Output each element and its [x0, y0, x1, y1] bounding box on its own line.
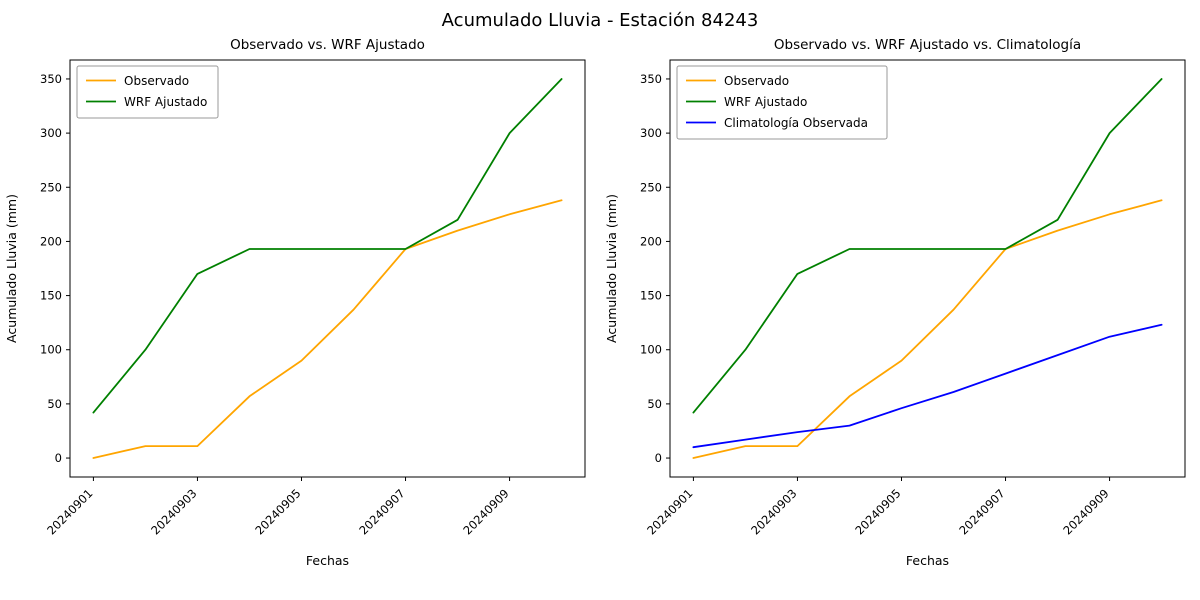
- x-axis-label: Fechas: [906, 553, 949, 568]
- y-tick-label: 100: [640, 343, 662, 357]
- series-line-wrf-ajustado: [92, 78, 563, 414]
- y-tick-label: 50: [647, 397, 662, 411]
- y-tick-label: 200: [640, 234, 662, 248]
- legend-label: Observado: [724, 74, 789, 88]
- chart-observado-vs-wrf-vs-climatologia: Observado vs. WRF Ajustado vs. Climatolo…: [604, 37, 1186, 568]
- x-axis-label: Fechas: [306, 553, 349, 568]
- legend-label: WRF Ajustado: [124, 95, 207, 109]
- legend-label: Observado: [124, 74, 189, 88]
- series-line-observado: [92, 199, 563, 459]
- x-tick-label: 20240905: [852, 486, 903, 537]
- y-tick-label: 300: [640, 126, 662, 140]
- y-tick-label: 350: [40, 72, 62, 86]
- legend: Observado WRF Ajustado Climatología Observ…: [676, 65, 888, 140]
- legend-label: Climatología Observada: [724, 116, 868, 130]
- y-tick-label: 250: [640, 180, 662, 194]
- y-tick-label: 350: [640, 72, 662, 86]
- series-line-observado: [692, 199, 1163, 459]
- series-line-climatología-observada: [692, 323, 1163, 449]
- y-tick-label: 200: [40, 234, 62, 248]
- x-tick-label: 20240905: [252, 486, 303, 537]
- plot-area: [669, 59, 1186, 478]
- y-tick-label: 50: [47, 397, 62, 411]
- y-tick-label: 100: [40, 343, 62, 357]
- legend-box: [676, 65, 888, 140]
- plot-area: [69, 59, 586, 478]
- y-axis-label: Acumulado Lluvia (mm): [604, 194, 619, 343]
- x-tick-label: 20240903: [748, 486, 799, 537]
- y-tick-label: 150: [40, 289, 62, 303]
- y-tick-label: 0: [655, 451, 662, 465]
- x-tick-label: 20240903: [148, 486, 199, 537]
- x-tick-label: 20240909: [460, 486, 511, 537]
- y-tick-label: 250: [40, 180, 62, 194]
- x-tick-label: 20240907: [356, 486, 407, 537]
- chart-observado-vs-wrf: Observado vs. WRF Ajustado 0 50 100 150 200 25…: [4, 37, 586, 568]
- x-tick-label: 20240909: [1060, 486, 1111, 537]
- legend-label: WRF Ajustado: [724, 95, 807, 109]
- figure-title: Acumulado Lluvia - Estación 84243: [441, 10, 759, 31]
- x-tick-label: 20240901: [644, 486, 695, 537]
- x-tick-label: 20240907: [956, 486, 1007, 537]
- y-tick-label: 150: [640, 289, 662, 303]
- y-tick-label: 300: [40, 126, 62, 140]
- x-tick-label: 20240901: [44, 486, 95, 537]
- legend: Observado WRF Ajustado: [76, 65, 219, 119]
- chart-title: Observado vs. WRF Ajustado: [230, 37, 425, 53]
- series-line-wrf-ajustado: [692, 78, 1163, 414]
- charts-row: Observado vs. WRF Ajustado 0 50 100 150 200 25…: [0, 30, 1200, 590]
- y-tick-label: 0: [55, 451, 62, 465]
- chart-title: Observado vs. WRF Ajustado vs. Climatolo…: [774, 37, 1081, 53]
- legend-box: [76, 65, 219, 119]
- y-axis-label: Acumulado Lluvia (mm): [4, 194, 19, 343]
